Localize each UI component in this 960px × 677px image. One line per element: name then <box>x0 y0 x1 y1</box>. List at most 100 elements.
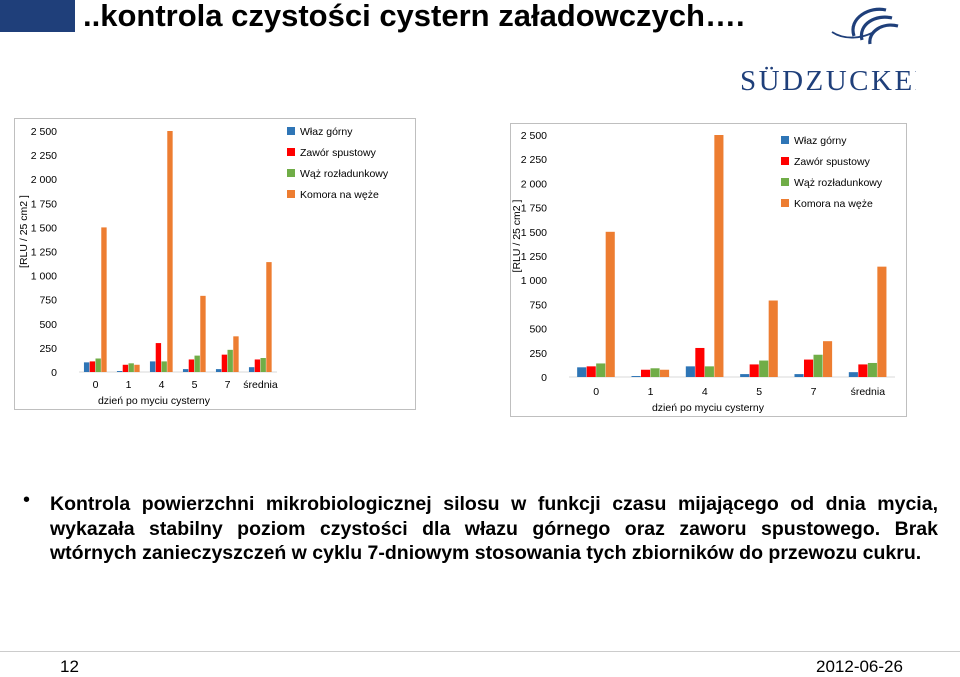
sudzucker-logo: SÜDZUCKER <box>740 7 916 97</box>
body-paragraph: Kontrola powierzchni mikrobiologicznej s… <box>50 493 938 564</box>
bar-wąż-rozładunkowy-3 <box>194 355 200 372</box>
bar-komora-na-węże-4 <box>823 341 833 377</box>
bar-zawór-spustowy-3 <box>188 359 195 372</box>
legend-swatch <box>287 127 295 135</box>
bar-zawór-spustowy-2 <box>155 343 162 372</box>
bar-zawór-spustowy-0 <box>89 361 96 372</box>
y-tick-label: 1 750 <box>31 198 57 210</box>
x-axis-label: dzień po myciu cysterny <box>652 402 765 414</box>
y-tick-label: 2 500 <box>521 130 547 142</box>
bar-komora-na-węże-1 <box>134 364 140 372</box>
y-axis-label: [RLU / 25 cm2 ] <box>511 199 523 272</box>
bar-zawór-spustowy-1 <box>640 369 651 377</box>
bar-wąż-rozładunkowy-2 <box>161 361 167 372</box>
legend-swatch <box>781 199 789 207</box>
bar-wąż-rozładunkowy-3 <box>759 360 769 377</box>
legend-label: Wąż rozładunkowy <box>794 177 883 189</box>
legend-label: Zawór spustowy <box>794 156 871 168</box>
bar-zawór-spustowy-5 <box>858 364 868 377</box>
y-tick-label: 500 <box>529 324 547 336</box>
y-tick-label: 250 <box>529 348 547 360</box>
bar-właz-górny-4 <box>215 369 222 372</box>
footer-divider <box>0 651 960 652</box>
x-tick-label: 1 <box>648 386 654 398</box>
y-tick-label: 750 <box>529 299 547 311</box>
y-tick-label: 250 <box>39 343 57 355</box>
x-axis-label: dzień po myciu cysterny <box>98 395 211 407</box>
bar-komora-na-węże-4 <box>233 336 239 372</box>
bar-zawór-spustowy-1 <box>122 364 129 372</box>
y-tick-label: 2 000 <box>31 174 57 186</box>
bar-komora-na-węże-0 <box>605 231 615 377</box>
x-tick-label: średnia <box>243 379 278 391</box>
bar-zawór-spustowy-2 <box>695 347 705 377</box>
bar-właz-górny-0 <box>577 367 587 377</box>
bar-wąż-rozładunkowy-0 <box>596 363 606 377</box>
bar-wąż-rozładunkowy-4 <box>227 349 233 372</box>
bar-wąż-rozładunkowy-2 <box>704 366 714 377</box>
legend-label: Zawór spustowy <box>300 147 377 159</box>
bar-zawór-spustowy-0 <box>586 366 596 377</box>
legend-swatch <box>781 178 789 186</box>
legend-swatch <box>287 190 295 198</box>
bar-komora-na-węże-2 <box>714 135 724 377</box>
bar-właz-górny-3 <box>182 369 189 372</box>
bar-właz-górny-5 <box>848 372 858 377</box>
legend-swatch <box>287 169 295 177</box>
bar-właz-górny-1 <box>631 376 641 377</box>
bar-właz-górny-4 <box>794 374 804 377</box>
legend-label: Właz górny <box>300 126 353 138</box>
bar-komora-na-węże-5 <box>877 266 887 377</box>
y-tick-label: 1 750 <box>521 203 547 215</box>
y-tick-label: 750 <box>39 295 57 307</box>
y-tick-label: 1 500 <box>521 227 547 239</box>
x-tick-label: 7 <box>811 386 817 398</box>
legend-swatch <box>781 136 789 144</box>
y-tick-label: 0 <box>51 367 57 379</box>
bar-zawór-spustowy-4 <box>221 354 228 372</box>
y-tick-label: 1 250 <box>31 247 57 259</box>
bar-wąż-rozładunkowy-1 <box>650 368 660 377</box>
y-tick-label: 2 250 <box>521 154 547 166</box>
bar-zawór-spustowy-3 <box>749 364 759 377</box>
bar-zawór-spustowy-4 <box>803 359 814 377</box>
chart-left: 0 250 500 750 1 000 1 250 1 500 1 750 2 000 2 250… <box>14 118 416 410</box>
page-number: 12 <box>60 657 79 676</box>
logo-text: SÜDZUCKER <box>740 65 916 97</box>
x-tick-label: 1 <box>126 379 132 391</box>
y-tick-label: 1 000 <box>31 271 57 283</box>
x-tick-label: 0 <box>593 386 599 398</box>
legend-label: Właz górny <box>794 135 847 147</box>
y-axis-label: [RLU / 25 cm2 ] <box>18 195 30 268</box>
bar-komora-na-węże-0 <box>101 227 107 372</box>
bar-wąż-rozładunkowy-0 <box>95 358 101 372</box>
legend-label: Komora na węże <box>300 189 379 201</box>
bar-wąż-rozładunkowy-5 <box>867 362 877 377</box>
bar-wąż-rozładunkowy-1 <box>128 363 134 372</box>
x-tick-label: 4 <box>159 379 165 391</box>
legend-swatch <box>287 148 295 156</box>
y-tick-label: 2 500 <box>31 126 57 138</box>
x-tick-label: 4 <box>702 386 708 398</box>
bar-właz-górny-2 <box>149 361 156 372</box>
bar-komora-na-węże-1 <box>660 369 670 377</box>
y-tick-label: 2 250 <box>31 150 57 162</box>
x-tick-label: 7 <box>225 379 231 391</box>
bar-właz-górny-5 <box>248 367 255 372</box>
bullet-icon: • <box>23 489 31 511</box>
bar-właz-górny-0 <box>83 362 90 372</box>
y-tick-label: 1 500 <box>31 222 57 234</box>
bar-właz-górny-2 <box>685 366 695 377</box>
legend-label: Komora na węże <box>794 198 873 210</box>
x-tick-label: 0 <box>93 379 99 391</box>
bar-komora-na-węże-5 <box>266 262 272 372</box>
slide-title: ..kontrola czystości cystern załadowczyc… <box>83 0 745 33</box>
bar-komora-na-węże-3 <box>200 295 206 372</box>
bar-zawór-spustowy-5 <box>254 359 261 372</box>
bar-właz-górny-1 <box>116 371 123 372</box>
y-tick-label: 1 000 <box>521 275 547 287</box>
y-tick-label: 1 250 <box>521 251 547 263</box>
legend-label: Wąż rozładunkowy <box>300 168 389 180</box>
